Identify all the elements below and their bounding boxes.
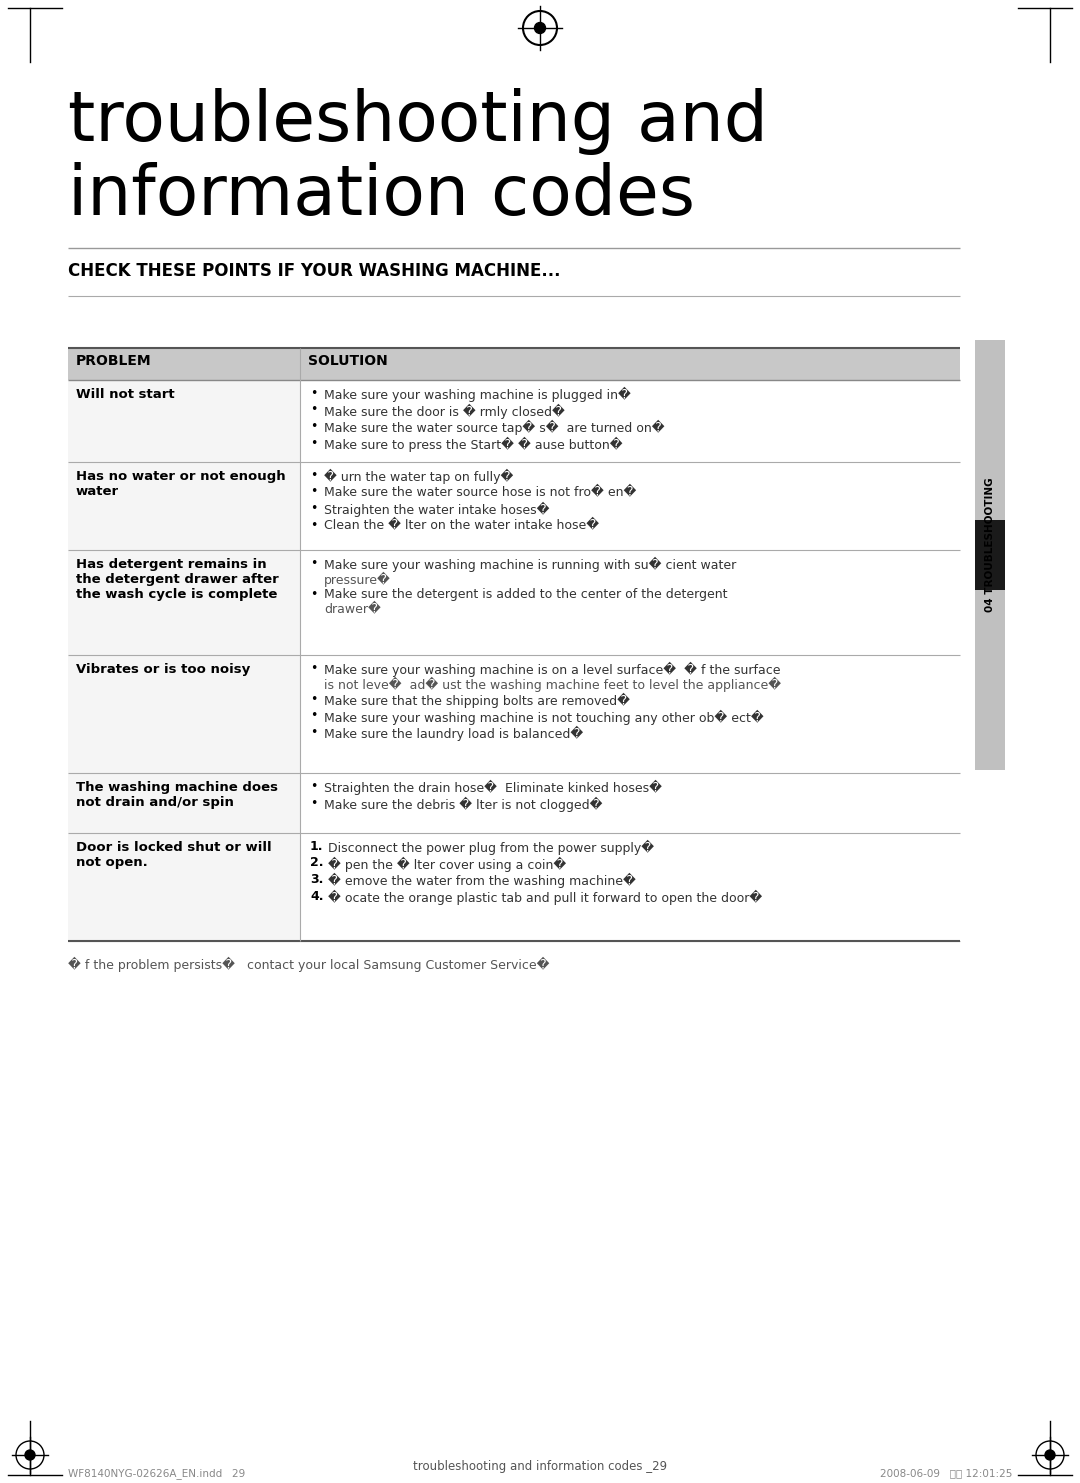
Text: •: • xyxy=(310,387,318,400)
Text: •: • xyxy=(310,661,318,675)
Circle shape xyxy=(25,1450,35,1459)
Text: Make sure the detergent is added to the center of the detergent: Make sure the detergent is added to the … xyxy=(324,587,728,601)
Text: 04 TROUBLESHOOTING: 04 TROUBLESHOOTING xyxy=(985,478,995,612)
Text: � f the problem persists�   contact your local Samsung Customer Service�: � f the problem persists� contact your l… xyxy=(68,957,550,973)
Bar xyxy=(975,521,1005,590)
Text: 2.: 2. xyxy=(310,857,324,869)
Text: •: • xyxy=(310,796,318,810)
Bar xyxy=(68,463,300,550)
Text: •: • xyxy=(310,693,318,706)
Text: pressure�: pressure� xyxy=(324,571,391,587)
Text: water: water xyxy=(76,485,119,498)
Text: Will not start: Will not start xyxy=(76,389,175,400)
Text: 3.: 3. xyxy=(310,873,323,885)
Text: SOLUTION: SOLUTION xyxy=(308,354,388,368)
Text: not open.: not open. xyxy=(76,856,148,869)
Text: The washing machine does: The washing machine does xyxy=(76,782,278,793)
Text: Clean the � lter on the water intake hose�: Clean the � lter on the water intake hos… xyxy=(324,519,599,531)
Text: •: • xyxy=(310,469,318,482)
Text: Make sure your washing machine is on a level surface�  � f the surface: Make sure your washing machine is on a l… xyxy=(324,661,781,678)
Circle shape xyxy=(535,22,545,34)
Circle shape xyxy=(1045,1450,1055,1459)
Text: Make sure the door is � rmly closed�: Make sure the door is � rmly closed� xyxy=(324,403,565,418)
Text: 4.: 4. xyxy=(310,890,324,903)
Text: •: • xyxy=(310,436,318,449)
Text: information codes: information codes xyxy=(68,162,696,228)
Text: the wash cycle is complete: the wash cycle is complete xyxy=(76,587,278,601)
Text: •: • xyxy=(310,558,318,569)
Text: 2008-06-09   오전 12:01:25: 2008-06-09 오전 12:01:25 xyxy=(879,1468,1012,1479)
Text: � urn the water tap on fully�: � urn the water tap on fully� xyxy=(324,469,513,485)
Text: Vibrates or is too noisy: Vibrates or is too noisy xyxy=(76,663,251,676)
Text: Make sure your washing machine is running with su� cient water: Make sure your washing machine is runnin… xyxy=(324,558,737,572)
Text: Make sure the water source hose is not fro� en�: Make sure the water source hose is not f… xyxy=(324,485,636,498)
Text: is not leve�  ad� ust the washing machine feet to level the appliance�: is not leve� ad� ust the washing machine… xyxy=(324,676,781,691)
Bar xyxy=(975,340,1005,770)
Text: •: • xyxy=(310,780,318,793)
Text: •: • xyxy=(310,403,318,417)
Text: Has detergent remains in: Has detergent remains in xyxy=(76,558,267,571)
Text: CHECK THESE POINTS IF YOUR WASHING MACHINE...: CHECK THESE POINTS IF YOUR WASHING MACHI… xyxy=(68,262,561,280)
Bar xyxy=(68,550,300,655)
Text: troubleshooting and: troubleshooting and xyxy=(68,87,768,156)
Text: not drain and/or spin: not drain and/or spin xyxy=(76,796,234,810)
Bar xyxy=(68,655,300,773)
Text: •: • xyxy=(310,420,318,433)
Text: � ocate the orange plastic tab and pull it forward to open the door�: � ocate the orange plastic tab and pull … xyxy=(328,890,762,905)
Text: Make sure the debris � lter is not clogged�: Make sure the debris � lter is not clogg… xyxy=(324,796,603,811)
Bar xyxy=(68,380,300,463)
Text: •: • xyxy=(310,485,318,498)
Text: � pen the � lter cover using a coin�: � pen the � lter cover using a coin� xyxy=(328,857,566,872)
Text: •: • xyxy=(310,519,318,531)
Text: Straighten the drain hose�  Eliminate kinked hoses�: Straighten the drain hose� Eliminate kin… xyxy=(324,780,662,795)
Text: 1.: 1. xyxy=(310,839,324,853)
Text: drawer�: drawer� xyxy=(324,602,381,615)
Text: troubleshooting and information codes _29: troubleshooting and information codes _2… xyxy=(413,1459,667,1473)
Text: Make sure the water source tap� s�  are turned on�: Make sure the water source tap� s� are t… xyxy=(324,420,664,435)
Text: PROBLEM: PROBLEM xyxy=(76,354,151,368)
Text: Door is locked shut or will: Door is locked shut or will xyxy=(76,841,272,854)
Text: •: • xyxy=(310,587,318,601)
Text: the detergent drawer after: the detergent drawer after xyxy=(76,572,279,586)
Text: Make sure your washing machine is plugged in�: Make sure your washing machine is plugge… xyxy=(324,387,631,402)
Text: Has no water or not enough: Has no water or not enough xyxy=(76,470,285,483)
Text: WF8140NYG-02626A_EN.indd   29: WF8140NYG-02626A_EN.indd 29 xyxy=(68,1468,245,1479)
Text: Make sure your washing machine is not touching any other ob� ect�: Make sure your washing machine is not to… xyxy=(324,709,764,725)
Text: � emove the water from the washing machine�: � emove the water from the washing machi… xyxy=(328,873,636,888)
Text: •: • xyxy=(310,503,318,515)
Text: Make sure the laundry load is balanced�: Make sure the laundry load is balanced� xyxy=(324,727,583,742)
Text: Disconnect the power plug from the power supply�: Disconnect the power plug from the power… xyxy=(328,839,654,856)
Text: Straighten the water intake hoses�: Straighten the water intake hoses� xyxy=(324,503,550,518)
Text: •: • xyxy=(310,727,318,739)
Bar xyxy=(68,349,960,380)
Text: Make sure that the shipping bolts are removed�: Make sure that the shipping bolts are re… xyxy=(324,693,630,709)
Bar xyxy=(68,773,300,833)
Text: Make sure to press the Start� � ause button�: Make sure to press the Start� � ause but… xyxy=(324,436,623,452)
Text: •: • xyxy=(310,709,318,722)
Bar xyxy=(68,833,300,942)
